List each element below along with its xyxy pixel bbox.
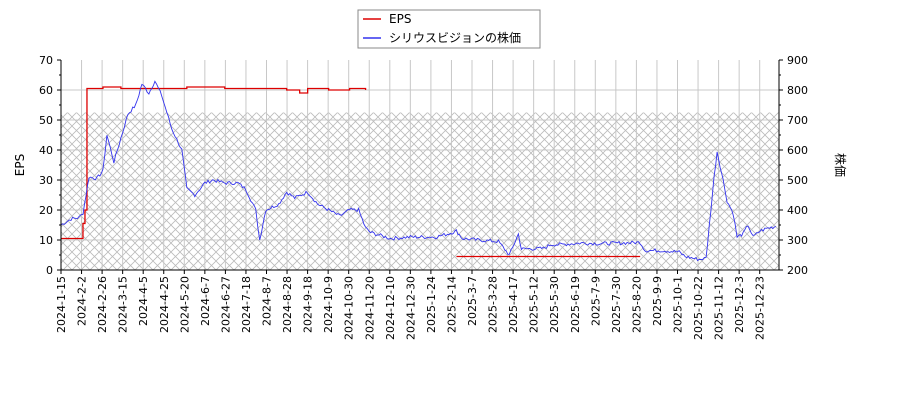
right-tick-label: 900 xyxy=(787,54,808,67)
x-tick-label: 2025-11-12 xyxy=(713,276,726,340)
x-tick-label: 2025-12-3 xyxy=(733,276,746,333)
x-tick-label: 2024-10-30 xyxy=(343,276,356,340)
x-tick-label: 2024-7-18 xyxy=(240,276,253,333)
x-tick-label: 2025-12-23 xyxy=(754,276,767,340)
left-tick-label: 10 xyxy=(39,234,53,247)
right-tick-label: 700 xyxy=(787,114,808,127)
x-tick-label: 2024-4-25 xyxy=(158,276,171,333)
legend-price-label: シリウスビジョンの株価 xyxy=(389,30,521,45)
x-tick-label: 2025-7-9 xyxy=(589,276,602,326)
x-tick-label: 2025-8-20 xyxy=(630,276,643,333)
left-tick-label: 40 xyxy=(39,144,53,157)
right-tick-label: 600 xyxy=(787,144,808,157)
legend-box xyxy=(357,9,541,49)
x-tick-label: 2024-6-27 xyxy=(219,276,232,333)
x-axis-ticks: 2024-1-15 2024-2-2 2024-2-26 2024-3-15 2024-… xyxy=(55,270,767,340)
x-tick-label: 2025-5-30 xyxy=(548,276,561,333)
x-tick-label: 2025-4-17 xyxy=(507,276,520,333)
right-tick-label: 400 xyxy=(787,204,808,217)
left-tick-label: 60 xyxy=(39,84,53,97)
x-tick-label: 2025-9-9 xyxy=(651,276,664,326)
x-tick-label: 2025-3-28 xyxy=(487,276,500,333)
x-tick-label: 2024-8-7 xyxy=(261,276,274,326)
left-tick-label: 30 xyxy=(39,174,53,187)
left-axis-title: EPS xyxy=(13,154,27,176)
x-tick-label: 2025-6-19 xyxy=(569,276,582,333)
x-tick-label: 2024-5-20 xyxy=(178,276,191,333)
x-tick-label: 2024-4-5 xyxy=(137,276,150,326)
right-axis-ticks: 200 300 400 500 600 700 800 900 xyxy=(779,54,808,277)
legend: EPS シリウスビジョンの株価 xyxy=(357,9,541,49)
x-tick-label: 2024-12-30 xyxy=(404,276,417,340)
left-tick-label: 70 xyxy=(39,54,53,67)
x-tick-label: 2024-1-15 xyxy=(55,276,68,333)
left-axis-ticks: 0 10 20 30 40 50 60 70 xyxy=(39,54,61,277)
right-axis-title: 株価 xyxy=(833,153,848,177)
eps-series-line xyxy=(61,86,641,258)
x-tick-label: 2024-8-28 xyxy=(281,276,294,333)
x-tick-label: 2024-3-15 xyxy=(117,276,130,333)
right-tick-label: 200 xyxy=(787,264,808,277)
x-tick-label: 2025-7-30 xyxy=(610,276,623,333)
x-tick-label: 2024-12-10 xyxy=(384,276,397,340)
x-tick-label: 2025-10-1 xyxy=(672,276,685,333)
hatch-region xyxy=(61,112,779,270)
gridlines xyxy=(61,60,779,270)
right-tick-label: 300 xyxy=(787,234,808,247)
x-tick-label: 2024-6-7 xyxy=(199,276,212,326)
right-tick-label: 500 xyxy=(787,174,808,187)
x-tick-label: 2025-3-7 xyxy=(466,276,479,326)
left-tick-label: 50 xyxy=(39,114,53,127)
price-series-line xyxy=(61,80,777,262)
left-tick-label: 20 xyxy=(39,204,53,217)
x-tick-label: 2024-11-20 xyxy=(363,276,376,340)
x-tick-label: 2025-2-14 xyxy=(445,276,458,333)
x-tick-label: 2024-2-26 xyxy=(96,276,109,333)
left-tick-label: 0 xyxy=(46,264,53,277)
right-tick-label: 800 xyxy=(787,84,808,97)
x-tick-label: 2024-9-18 xyxy=(302,276,315,333)
x-tick-label: 2024-10-9 xyxy=(322,276,335,333)
x-tick-label: 2024-2-2 xyxy=(76,276,89,326)
legend-eps-label: EPS xyxy=(389,12,411,26)
x-tick-label: 2025-10-22 xyxy=(692,276,705,340)
x-tick-label: 2025-1-24 xyxy=(425,276,438,333)
x-tick-label: 2025-5-12 xyxy=(528,276,541,333)
